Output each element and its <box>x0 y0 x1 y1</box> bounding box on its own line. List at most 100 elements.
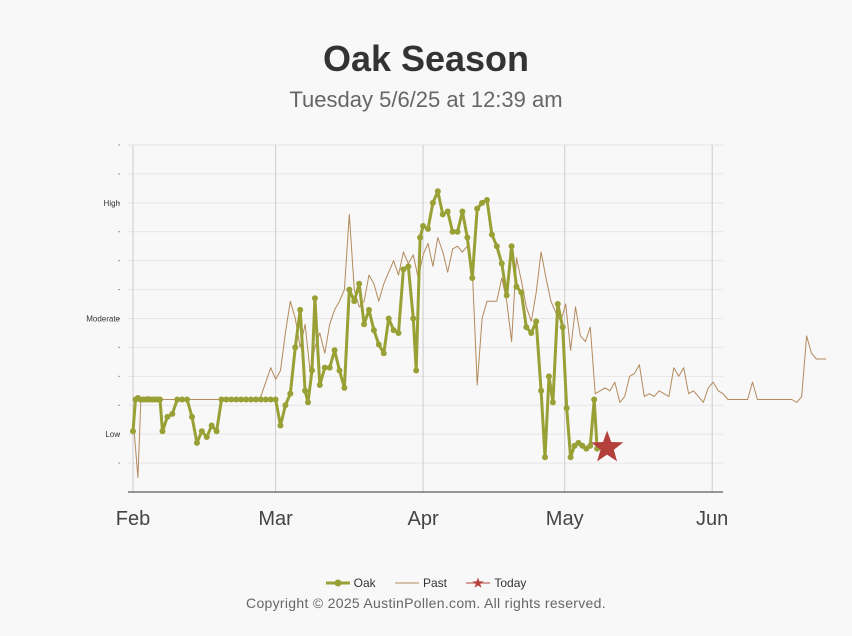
chart-title: Oak Season <box>322 38 530 79</box>
data-point-oak <box>523 324 530 331</box>
y-tick-label: Low <box>105 430 120 439</box>
chart-plot-area: Low Moderate High Feb Mar Apr May Jun <box>86 144 827 530</box>
x-tick-label: May <box>546 508 584 530</box>
data-point-oak <box>587 442 594 449</box>
data-point-oak <box>420 222 427 229</box>
x-tick-label: Mar <box>258 508 293 530</box>
data-point-oak <box>479 199 486 206</box>
data-point-oak <box>164 413 171 420</box>
data-point-oak <box>545 373 552 380</box>
legend-item-today[interactable]: Today <box>466 575 526 590</box>
data-point-oak <box>287 390 294 397</box>
data-point-oak <box>375 341 382 348</box>
data-point-oak <box>508 243 515 250</box>
legend-swatch-past <box>394 582 419 584</box>
data-point-oak <box>395 329 402 336</box>
data-point-oak <box>248 396 254 403</box>
data-point-oak <box>346 286 353 293</box>
data-point-oak <box>159 428 166 435</box>
data-point-oak <box>174 396 181 403</box>
data-point-oak <box>321 364 328 371</box>
data-point-oak <box>198 428 205 435</box>
data-point-oak <box>474 205 481 212</box>
data-point-oak <box>538 387 545 394</box>
data-point-oak <box>380 350 387 357</box>
data-point-oak <box>459 208 466 215</box>
data-point-oak <box>533 318 540 325</box>
data-point-oak <box>302 387 309 394</box>
chart-legend: Oak Past Today <box>0 575 852 590</box>
copyright-text: Copyright © 2025 AustinPollen.com. All r… <box>246 595 606 611</box>
data-point-oak <box>417 234 424 241</box>
data-point-oak <box>267 396 274 403</box>
data-point-oak <box>518 289 525 296</box>
legend-label-past: Past <box>422 576 447 591</box>
today-star-icon <box>472 577 484 589</box>
data-point-oak <box>498 260 505 267</box>
data-point-oak <box>336 367 343 374</box>
data-point-oak <box>454 228 461 235</box>
data-point-oak <box>503 292 510 299</box>
data-point-oak <box>469 275 476 282</box>
data-point-oak <box>493 243 500 250</box>
data-point-oak <box>567 454 574 461</box>
data-point-oak <box>405 263 412 270</box>
data-point-oak <box>591 396 598 403</box>
data-point-oak <box>277 422 284 429</box>
x-tick-label: Apr <box>408 508 439 530</box>
series-line-oak <box>131 189 599 459</box>
data-point-oak <box>179 396 186 403</box>
data-point-oak <box>228 396 235 403</box>
series-line-past <box>132 213 827 478</box>
data-point-oak <box>316 382 323 389</box>
data-point-oak <box>484 196 490 203</box>
data-point-oak <box>189 413 195 420</box>
data-point-oak <box>203 434 210 441</box>
data-point-oak <box>413 367 420 374</box>
data-point-oak <box>157 396 164 403</box>
data-point-oak <box>272 396 279 403</box>
data-point-oak <box>390 327 397 334</box>
data-point-oak <box>308 367 315 374</box>
chart-subtitle: Tuesday 5/6/25 at 12:39 am <box>289 87 563 112</box>
data-point-oak <box>400 266 407 273</box>
data-point-oak <box>326 364 333 371</box>
data-point-oak <box>305 399 312 406</box>
data-point-oak <box>252 396 259 403</box>
data-point-oak <box>311 295 318 302</box>
data-point-oak <box>169 410 176 417</box>
data-point-oak <box>238 396 245 403</box>
y-tick-label: High <box>104 199 120 208</box>
x-tick-label: Jun <box>696 508 728 530</box>
legend-item-past[interactable]: Past <box>394 575 447 591</box>
data-point-oak <box>542 454 549 461</box>
data-point-oak <box>444 208 451 215</box>
data-point-oak <box>223 396 230 403</box>
data-point-oak <box>262 396 269 403</box>
data-point-oak <box>331 347 338 354</box>
data-point-oak <box>218 396 225 403</box>
data-point-oak <box>434 188 441 195</box>
legend-label-oak: Oak <box>353 576 376 591</box>
data-point-oak <box>429 199 436 206</box>
legend-item-oak[interactable]: Oak <box>325 575 376 591</box>
data-point-oak <box>370 327 377 334</box>
data-point-oak <box>449 228 456 235</box>
data-point-oak <box>559 324 566 331</box>
data-point-oak <box>184 396 191 403</box>
data-point-oak <box>233 396 240 403</box>
data-point-oak <box>425 225 431 232</box>
legend-swatch-oak <box>325 579 350 587</box>
data-point-oak <box>385 315 392 322</box>
data-point-oak <box>351 298 358 305</box>
data-point-oak <box>439 211 446 218</box>
data-point-oak <box>243 396 250 403</box>
legend-label-today: Today <box>494 576 527 591</box>
x-tick-label: Feb <box>116 508 150 530</box>
data-point-oak <box>341 384 348 391</box>
data-point-oak <box>488 231 495 238</box>
data-point-oak <box>528 329 535 336</box>
data-point-oak <box>366 306 372 313</box>
data-point-oak <box>361 321 368 328</box>
data-point-oak <box>464 234 471 241</box>
